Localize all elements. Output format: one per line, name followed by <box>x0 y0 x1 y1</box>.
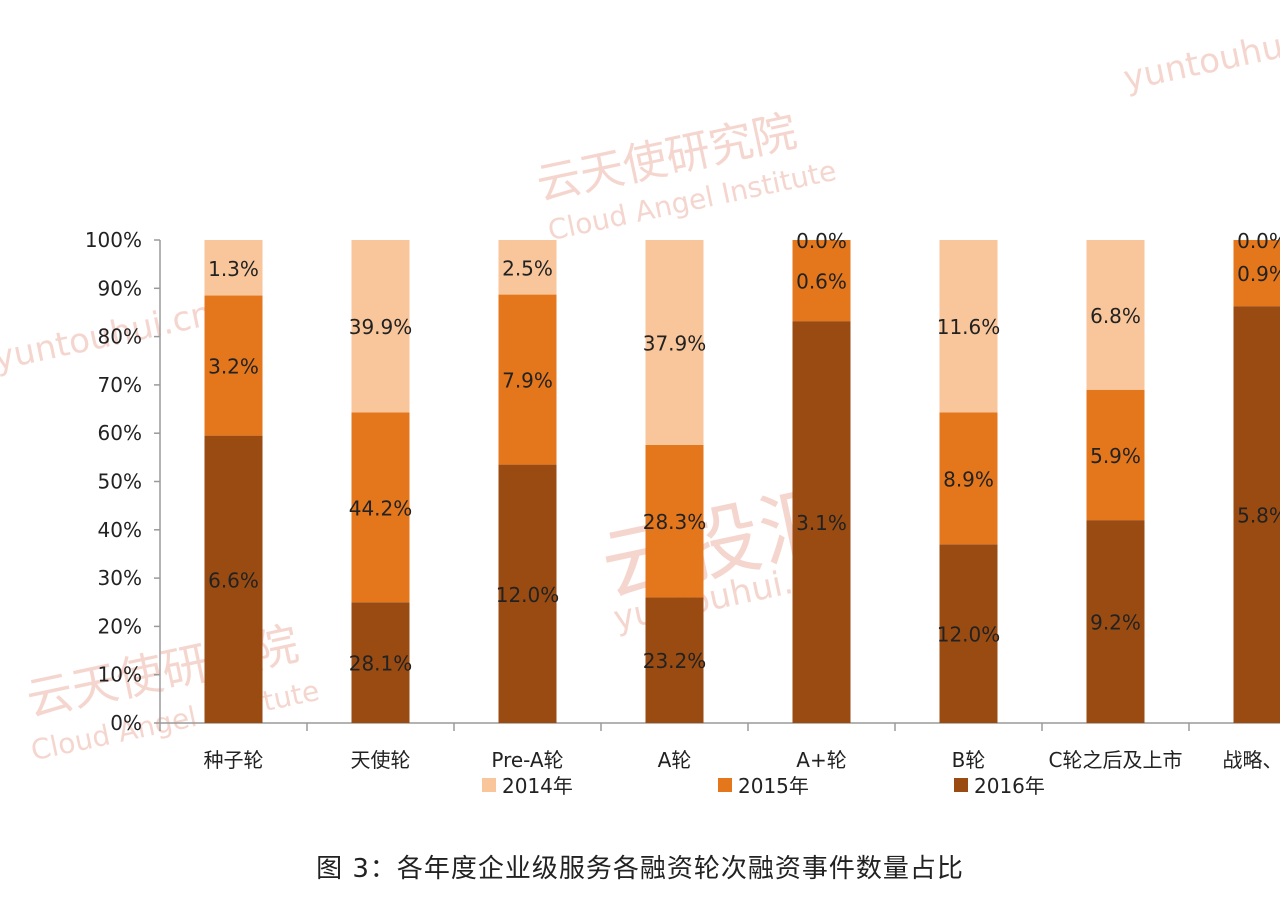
bar-segment-2016 <box>204 435 263 723</box>
y-tick-label: 40% <box>98 518 142 542</box>
data-label-2014: 1.3% <box>208 257 259 281</box>
data-label-2016: 9.2% <box>1090 611 1141 635</box>
data-label-2014: 2.5% <box>502 256 553 280</box>
bar-segment-2014 <box>645 240 704 445</box>
legend-swatch-2016 <box>954 778 968 792</box>
bar-segment-2016 <box>498 464 557 723</box>
bar-segment-2014 <box>204 240 263 296</box>
data-label-2015: 0.9% <box>1237 262 1280 286</box>
y-tick-label: 30% <box>98 566 142 590</box>
x-category-label: 种子轮 <box>204 748 264 772</box>
data-label-2014: 37.9% <box>643 331 707 355</box>
bar-segment-2015 <box>792 240 851 322</box>
bar-segment-2015 <box>204 295 263 436</box>
bar-segment-2016 <box>1086 520 1145 723</box>
data-label-2016: 6.6% <box>208 568 259 592</box>
y-tick-label: 20% <box>98 614 142 638</box>
x-category-label: A轮 <box>658 748 692 772</box>
bar-segment-2016 <box>1233 306 1280 723</box>
data-label-2016: 3.1% <box>796 511 847 535</box>
bar-segment-2016 <box>645 597 704 723</box>
data-label-2015: 28.3% <box>643 510 707 534</box>
data-label-2016: 12.0% <box>937 623 1001 647</box>
bar-segment-2015 <box>645 444 704 598</box>
legend-swatch-2015 <box>718 778 732 792</box>
bar-segment-2016 <box>792 321 851 723</box>
y-tick-label: 0% <box>110 711 142 735</box>
legend-label-2016: 2016年 <box>974 774 1045 798</box>
bar-segment-2015 <box>498 294 557 465</box>
x-category-label: B轮 <box>952 748 986 772</box>
data-label-2014: 0.0% <box>1237 229 1280 253</box>
data-label-2015: 7.9% <box>502 369 553 393</box>
data-label-2014: 11.6% <box>937 315 1001 339</box>
bar-segment-2014 <box>351 240 410 413</box>
data-label-2015: 5.9% <box>1090 444 1141 468</box>
data-label-2015: 44.2% <box>349 496 413 520</box>
bar-segment-2016 <box>939 544 998 723</box>
x-category-label: C轮之后及上市 <box>1049 748 1183 772</box>
bar-segment-2015 <box>1233 240 1280 307</box>
bar-segment-2015 <box>939 412 998 545</box>
legend-label-2014: 2014年 <box>502 774 573 798</box>
bar-segment-2014 <box>939 240 998 413</box>
y-tick-label: 100% <box>85 228 142 252</box>
data-label-2014: 0.0% <box>796 229 847 253</box>
legend-label-2015: 2015年 <box>738 774 809 798</box>
legend-swatch-2014 <box>482 778 496 792</box>
data-label-2014: 6.8% <box>1090 304 1141 328</box>
data-label-2014: 39.9% <box>349 315 413 339</box>
y-tick-label: 50% <box>98 470 142 494</box>
data-label-2015: 8.9% <box>943 467 994 491</box>
data-label-2016: 5.8% <box>1237 504 1280 528</box>
figure-caption: 图 3：各年度企业级服务各融资轮次融资事件数量占比 <box>316 854 964 884</box>
x-category-label: Pre-A轮 <box>491 748 563 772</box>
bar-segment-2015 <box>1086 389 1145 521</box>
data-label-2015: 3.2% <box>208 355 259 379</box>
y-tick-label: 80% <box>98 325 142 349</box>
x-category-label: 战略、并 <box>1223 748 1280 772</box>
x-category-label: 天使轮 <box>351 748 411 772</box>
bar-segment-2015 <box>351 412 410 603</box>
x-category-label: A+轮 <box>796 748 846 772</box>
bar-segment-2014 <box>498 240 557 295</box>
y-tick-label: 90% <box>98 276 142 300</box>
bar-segment-2014 <box>1086 240 1145 390</box>
y-tick-label: 60% <box>98 421 142 445</box>
data-label-2015: 0.6% <box>796 270 847 294</box>
data-label-2016: 23.2% <box>643 649 707 673</box>
y-tick-label: 70% <box>98 373 142 397</box>
data-label-2016: 12.0% <box>496 583 560 607</box>
bar-segment-2016 <box>351 602 410 723</box>
data-label-2016: 28.1% <box>349 652 413 676</box>
y-tick-label: 10% <box>98 663 142 687</box>
